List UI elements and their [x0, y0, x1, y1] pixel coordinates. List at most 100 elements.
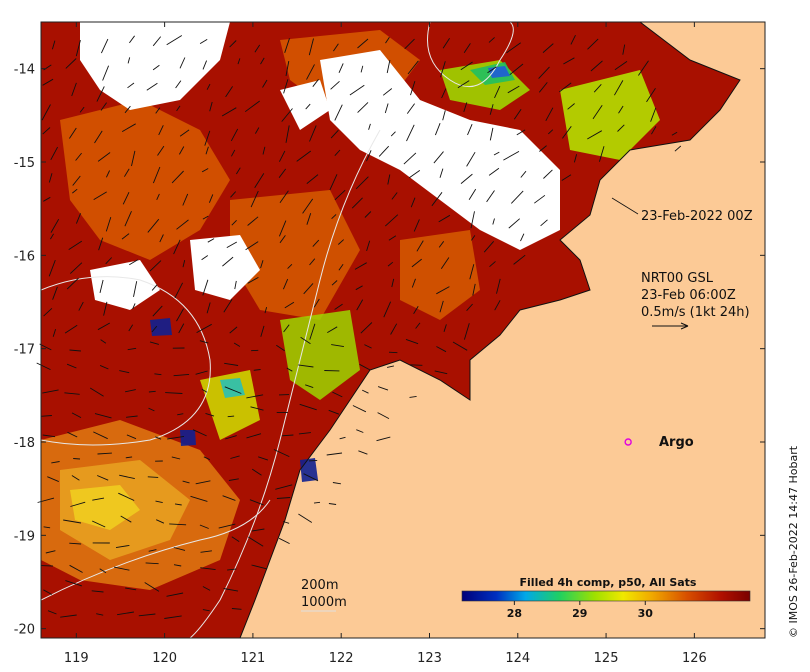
current-vector	[66, 277, 79, 290]
current-vector	[386, 59, 391, 74]
current-vector	[410, 80, 416, 96]
current-vector	[202, 215, 209, 220]
current-vector	[224, 386, 242, 394]
current-vector	[145, 562, 159, 565]
current-vector	[128, 324, 134, 332]
current-vector	[331, 214, 337, 220]
current-vector	[63, 519, 82, 524]
current-vector	[105, 257, 113, 265]
current-vector	[562, 126, 572, 139]
argo-marker[interactable]	[624, 438, 632, 446]
current-vector	[226, 241, 238, 248]
current-vector	[113, 566, 130, 571]
current-vector	[132, 303, 136, 310]
current-vector	[97, 452, 112, 455]
current-vector	[415, 322, 421, 329]
current-vector	[201, 388, 208, 393]
current-vector	[66, 363, 77, 369]
current-vector	[278, 220, 287, 237]
current-vector	[334, 189, 346, 201]
current-vector	[254, 44, 261, 53]
current-vector	[285, 125, 290, 143]
current-vector	[466, 151, 476, 167]
current-vector	[433, 151, 444, 164]
sst-cool-patch	[220, 378, 245, 398]
lat-tick-label: -15	[14, 156, 35, 171]
current-vector	[359, 363, 371, 371]
current-vector	[222, 256, 234, 267]
current-vector	[313, 501, 321, 504]
current-vector	[75, 39, 81, 57]
current-vector	[50, 233, 54, 240]
current-vector	[276, 344, 285, 352]
current-vector	[411, 278, 416, 288]
isobath-contour	[427, 22, 514, 88]
current-vector	[69, 349, 81, 352]
current-vector	[100, 38, 109, 54]
cloud-gap	[280, 80, 330, 130]
current-vector	[494, 85, 501, 99]
current-vector	[520, 233, 525, 242]
sst-cool-patch	[180, 430, 196, 446]
argo-label: Argo	[659, 435, 694, 450]
current-vector	[488, 37, 495, 43]
current-vector	[176, 219, 189, 230]
sst-cool-patch	[560, 70, 660, 160]
current-vector	[169, 523, 187, 526]
current-vector	[287, 263, 293, 269]
current-vector	[125, 456, 133, 459]
current-vector	[78, 301, 84, 311]
current-vector	[236, 167, 241, 175]
current-vector	[69, 127, 77, 139]
current-vector	[251, 564, 268, 570]
colorbar-tick-label: 28	[507, 607, 522, 620]
current-vector	[364, 211, 372, 218]
current-vector	[305, 384, 314, 389]
current-vector	[651, 126, 657, 135]
current-vector	[442, 37, 450, 49]
current-vector	[148, 549, 157, 552]
current-vector	[563, 57, 575, 65]
sst-warm-patch	[400, 230, 480, 320]
current-vector	[36, 362, 51, 371]
current-vector	[192, 429, 207, 437]
current-vector	[460, 61, 473, 71]
current-vector	[471, 235, 476, 241]
current-vector	[234, 280, 237, 290]
current-vector	[618, 105, 624, 114]
current-vector	[520, 170, 527, 178]
current-vector	[125, 389, 136, 393]
isobath-contour	[41, 276, 211, 446]
current-vector	[152, 36, 162, 47]
current-vector	[196, 323, 212, 333]
current-vector	[463, 102, 468, 113]
current-vector	[567, 103, 575, 110]
current-vector	[383, 301, 392, 318]
current-vector	[617, 124, 625, 132]
current-vector	[202, 60, 208, 70]
current-vector	[405, 338, 419, 345]
current-vector	[102, 65, 110, 81]
current-vector	[330, 80, 340, 90]
current-vector	[47, 610, 57, 615]
current-vector	[99, 568, 107, 574]
current-vector	[209, 101, 213, 112]
current-vector	[178, 323, 185, 334]
current-vector	[166, 592, 184, 597]
current-vector	[472, 283, 476, 296]
current-vector	[330, 129, 339, 139]
current-vector	[614, 80, 624, 96]
current-vector	[516, 129, 526, 136]
current-vector	[230, 128, 239, 142]
current-vector	[48, 259, 56, 277]
lat-tick-label: -18	[14, 436, 35, 451]
current-vector	[328, 503, 337, 505]
current-vectors	[36, 34, 682, 619]
current-vector	[205, 146, 209, 155]
current-vector	[275, 484, 293, 490]
current-vector	[303, 283, 314, 295]
current-vector	[487, 66, 497, 74]
current-vector	[105, 216, 112, 232]
current-vector	[258, 456, 269, 461]
current-vector	[457, 80, 470, 89]
